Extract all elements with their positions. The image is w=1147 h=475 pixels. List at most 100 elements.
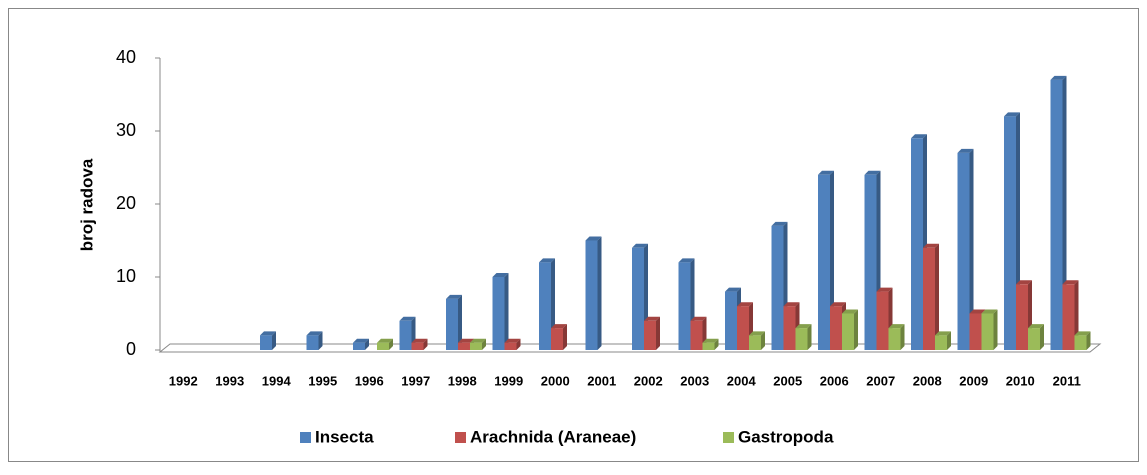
bar-top bbox=[551, 324, 567, 329]
y-tick-label: 30 bbox=[116, 120, 136, 140]
x-tick-label: 1995 bbox=[308, 373, 337, 388]
bar bbox=[411, 342, 424, 350]
bar-side bbox=[516, 338, 521, 350]
x-tick-label: 1999 bbox=[494, 373, 523, 388]
bar-top bbox=[1004, 112, 1020, 117]
bar-top bbox=[678, 258, 695, 263]
bar bbox=[585, 240, 598, 350]
bar-side bbox=[656, 316, 660, 350]
bar-top bbox=[749, 331, 765, 336]
bar bbox=[923, 247, 935, 350]
bar-top bbox=[1050, 75, 1067, 80]
bar bbox=[644, 320, 656, 350]
bar bbox=[446, 298, 458, 350]
x-tick-label: 2005 bbox=[773, 373, 802, 388]
bar-top bbox=[539, 258, 555, 263]
x-tick-label: 2006 bbox=[820, 373, 849, 388]
bar-top bbox=[935, 331, 951, 336]
bar-top bbox=[737, 302, 753, 307]
bar bbox=[399, 320, 412, 350]
bar bbox=[1050, 79, 1063, 351]
bar-side bbox=[458, 294, 462, 350]
x-tick-label: 1992 bbox=[169, 373, 198, 388]
bar bbox=[783, 306, 796, 350]
bar-top bbox=[353, 338, 369, 343]
bar bbox=[795, 328, 808, 350]
bar bbox=[306, 335, 319, 350]
x-tick-label: 1998 bbox=[448, 373, 477, 388]
x-tick-label: 2009 bbox=[959, 373, 988, 388]
bar-top bbox=[399, 316, 416, 321]
bar bbox=[957, 152, 970, 350]
bar-top bbox=[644, 316, 660, 321]
bar-top bbox=[830, 302, 846, 307]
bar-top bbox=[690, 316, 707, 321]
bar bbox=[492, 277, 505, 350]
x-tick-label: 2010 bbox=[1006, 373, 1035, 388]
bar-side bbox=[482, 338, 486, 350]
x-tick-label: 1994 bbox=[262, 373, 292, 388]
bar-top bbox=[795, 324, 812, 329]
bar bbox=[888, 328, 901, 350]
bar-side bbox=[993, 309, 998, 350]
chart-border bbox=[8, 8, 1139, 462]
bar-top bbox=[1074, 331, 1091, 336]
bar bbox=[353, 342, 365, 350]
y-tick-label: 20 bbox=[116, 193, 136, 213]
bar-top bbox=[923, 243, 939, 248]
bar-top bbox=[632, 243, 648, 248]
bar-top bbox=[411, 338, 428, 343]
bar-side bbox=[1040, 324, 1044, 350]
bar-top bbox=[446, 294, 462, 299]
bar-top bbox=[260, 331, 276, 336]
bar-side bbox=[900, 324, 905, 350]
bar-side bbox=[1086, 331, 1091, 350]
bar-side bbox=[563, 324, 567, 350]
bar-top bbox=[458, 338, 474, 343]
bar-top bbox=[470, 338, 486, 343]
bar-top bbox=[969, 309, 986, 314]
bar bbox=[539, 262, 551, 350]
bar bbox=[725, 291, 737, 350]
bar bbox=[864, 174, 877, 350]
bar-top bbox=[783, 302, 800, 307]
bar-top bbox=[911, 134, 927, 139]
bar-top bbox=[306, 331, 323, 336]
bar-top bbox=[888, 324, 905, 329]
bar-top bbox=[818, 170, 834, 175]
bar-side bbox=[761, 331, 765, 350]
x-tick-label: 2001 bbox=[587, 373, 616, 388]
legend-label: Gastropoda bbox=[738, 427, 834, 446]
bar-top bbox=[1016, 280, 1032, 285]
bar-side bbox=[389, 338, 393, 350]
bar-side bbox=[272, 331, 276, 350]
bar bbox=[911, 138, 923, 350]
bar-top bbox=[842, 309, 858, 314]
x-tick-label: 1996 bbox=[355, 373, 384, 388]
bar bbox=[842, 313, 854, 350]
bar bbox=[1062, 284, 1075, 350]
bar bbox=[678, 262, 691, 350]
y-tick-label: 0 bbox=[126, 339, 136, 359]
bar-top bbox=[377, 338, 393, 343]
bar-side bbox=[969, 148, 974, 350]
bar bbox=[260, 335, 272, 350]
bar bbox=[377, 342, 389, 350]
bar-top bbox=[702, 338, 719, 343]
bar bbox=[749, 335, 761, 350]
x-tick-label: 2003 bbox=[680, 373, 709, 388]
bar-top bbox=[876, 287, 893, 292]
bar bbox=[690, 320, 703, 350]
bar bbox=[551, 328, 563, 350]
x-tick-label: 1993 bbox=[215, 373, 244, 388]
bar-top bbox=[585, 236, 602, 241]
x-tick-label: 2000 bbox=[541, 373, 570, 388]
bar-top bbox=[957, 148, 974, 153]
bar-top bbox=[725, 287, 741, 292]
bar bbox=[876, 291, 889, 350]
bar-side bbox=[597, 236, 602, 350]
bar bbox=[981, 313, 994, 350]
y-tick-label: 10 bbox=[116, 266, 136, 286]
bar bbox=[632, 247, 644, 350]
